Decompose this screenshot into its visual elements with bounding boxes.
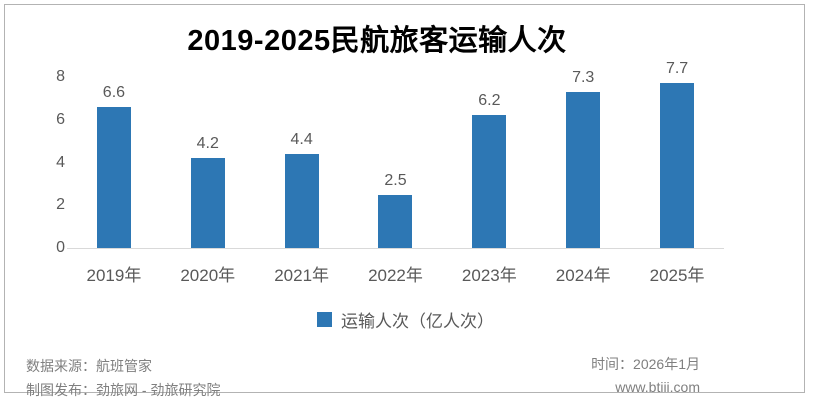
time-text: 时间：2026年1月	[591, 356, 700, 372]
bar-group: 7.3 2024年	[536, 69, 630, 285]
bar	[660, 83, 695, 248]
bar	[472, 115, 507, 248]
data-label: 7.7	[665, 60, 689, 78]
y-tick-label: 4	[56, 153, 65, 171]
y-tick-label: 6	[56, 110, 65, 128]
footer-meta: 时间：2026年1月 www.btiii.com	[591, 353, 700, 399]
website-text: www.btiii.com	[615, 379, 700, 395]
x-axis-label: 2022年	[368, 266, 423, 285]
bar	[190, 158, 225, 248]
bar-group: 4.2 2020年	[161, 77, 255, 285]
x-axis-label: 2024年	[555, 266, 611, 285]
x-axis-label: 2020年	[180, 266, 236, 285]
bar	[96, 106, 131, 248]
legend-swatch	[317, 312, 332, 327]
bar	[566, 91, 601, 248]
legend-label: 运输人次（亿人次）	[341, 312, 494, 331]
data-label: 4.4	[290, 130, 313, 148]
bar	[378, 194, 413, 248]
publisher-text: 制图发布：劲旅网 - 劲旅研究院	[26, 382, 221, 398]
footer-credits: 数据来源：航班管家 制图发布：劲旅网 - 劲旅研究院	[26, 354, 220, 402]
data-source-text: 数据来源：航班管家	[26, 358, 152, 374]
data-label: 6.2	[478, 92, 501, 110]
bar-group: 4.4 2021年	[255, 77, 349, 285]
legend: 运输人次（亿人次）	[5, 307, 806, 332]
bar-group: 2.5 2022年	[349, 77, 443, 285]
bar-group: 6.6 2019年	[67, 77, 161, 285]
bar-group: 6.2 2023年	[442, 77, 536, 285]
y-tick-label: 2	[56, 196, 65, 214]
x-axis-label: 2021年	[274, 266, 330, 285]
chart-frame: 2019-2025民航旅客运输人次 0 2 4 6 8 6.6 2019年 4.2 2020年 4…	[4, 4, 806, 398]
plot-area: 0 2 4 6 8 6.6 2019年 4.2 2020年 4.4 2021年 2.5 2022年 6.2…	[56, 60, 724, 285]
x-axis-label: 2025年	[649, 266, 705, 285]
data-label: 6.6	[102, 83, 126, 101]
y-tick-label: 8	[56, 68, 65, 85]
x-axis-label: 2019年	[86, 266, 142, 285]
data-label: 2.5	[384, 171, 407, 189]
x-axis-label: 2023年	[461, 266, 517, 285]
bar-group: 7.7 2025年	[630, 60, 724, 285]
y-tick-label: 0	[56, 239, 65, 256]
data-label: 4.2	[196, 135, 219, 153]
chart-title: 2019-2025民航旅客运输人次	[187, 25, 567, 57]
bar	[284, 153, 319, 248]
x-axis-line	[67, 248, 724, 249]
data-label: 7.3	[572, 68, 595, 86]
